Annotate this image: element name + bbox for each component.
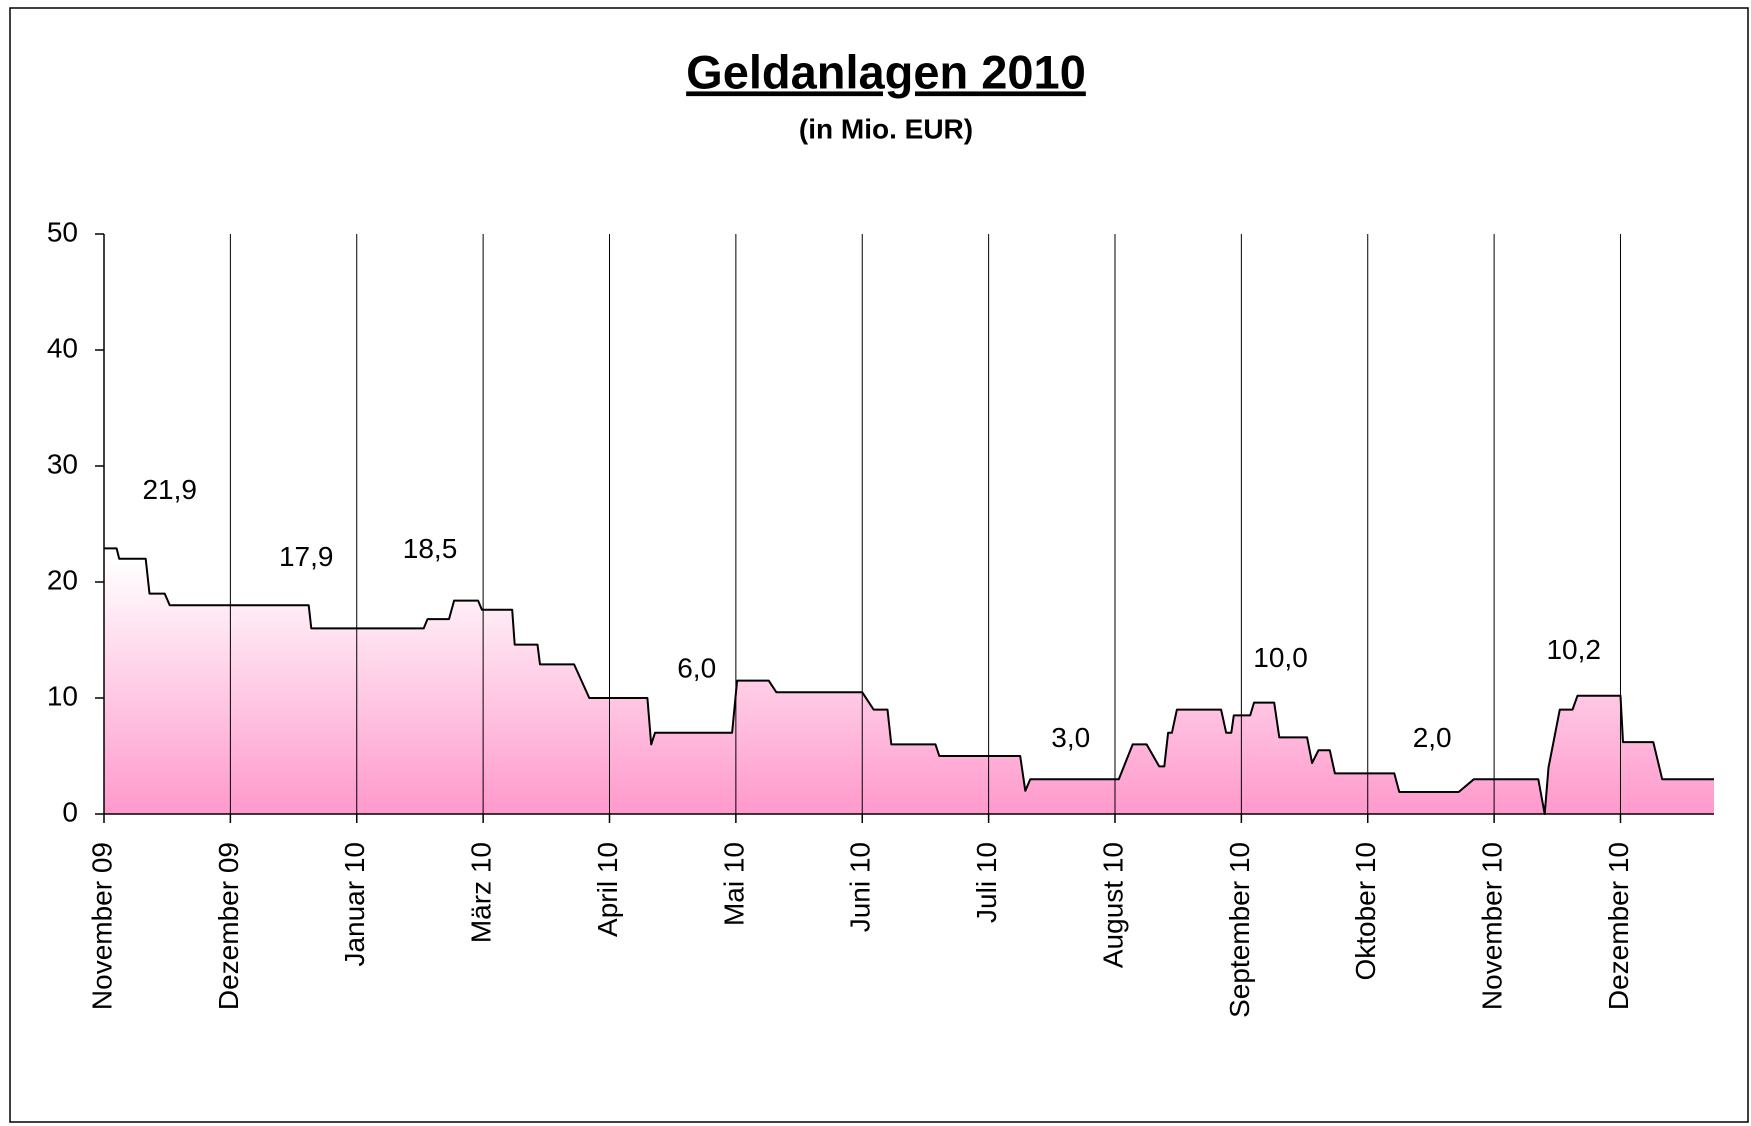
y-tick-label: 10 xyxy=(47,680,78,711)
y-tick-label: 30 xyxy=(47,448,78,479)
y-tick-label: 50 xyxy=(47,216,78,247)
annotation: 21,9 xyxy=(142,474,197,505)
x-tick-label: Juni 10 xyxy=(845,842,876,932)
x-tick-label: Dezember 10 xyxy=(1603,842,1634,1010)
frame xyxy=(9,7,1749,1123)
x-tick-label: Juli 10 xyxy=(971,842,1002,923)
y-tick-label: 20 xyxy=(47,564,78,595)
annotation: 18,5 xyxy=(403,533,458,564)
x-tick-label: September 10 xyxy=(1224,842,1255,1018)
annotation: 10,0 xyxy=(1253,642,1308,673)
x-tick-label: Oktober 10 xyxy=(1350,842,1381,981)
annotation: 6,0 xyxy=(677,653,716,684)
annotation: 10,2 xyxy=(1546,634,1601,665)
y-tick-label: 0 xyxy=(62,796,78,827)
x-tick-label: März 10 xyxy=(466,842,497,943)
x-tick-label: August 10 xyxy=(1097,842,1128,968)
chart-subtitle: (in Mio. EUR) xyxy=(799,113,973,144)
x-tick-label: April 10 xyxy=(592,842,623,937)
area-line xyxy=(104,547,1714,815)
x-tick-label: Mai 10 xyxy=(718,842,749,926)
chart-title: Geldanlagen 2010 xyxy=(686,45,1086,98)
annotation: 17,9 xyxy=(279,541,334,572)
annotation: 2,0 xyxy=(1413,722,1452,753)
y-tick-label: 40 xyxy=(47,332,78,363)
x-tick-label: November 10 xyxy=(1477,842,1508,1010)
x-tick-label: Januar 10 xyxy=(339,842,370,967)
x-tick-label: November 09 xyxy=(86,842,117,1010)
area-fill xyxy=(104,548,1714,814)
x-tick-label: Dezember 09 xyxy=(213,842,244,1010)
annotation: 3,0 xyxy=(1051,722,1090,753)
